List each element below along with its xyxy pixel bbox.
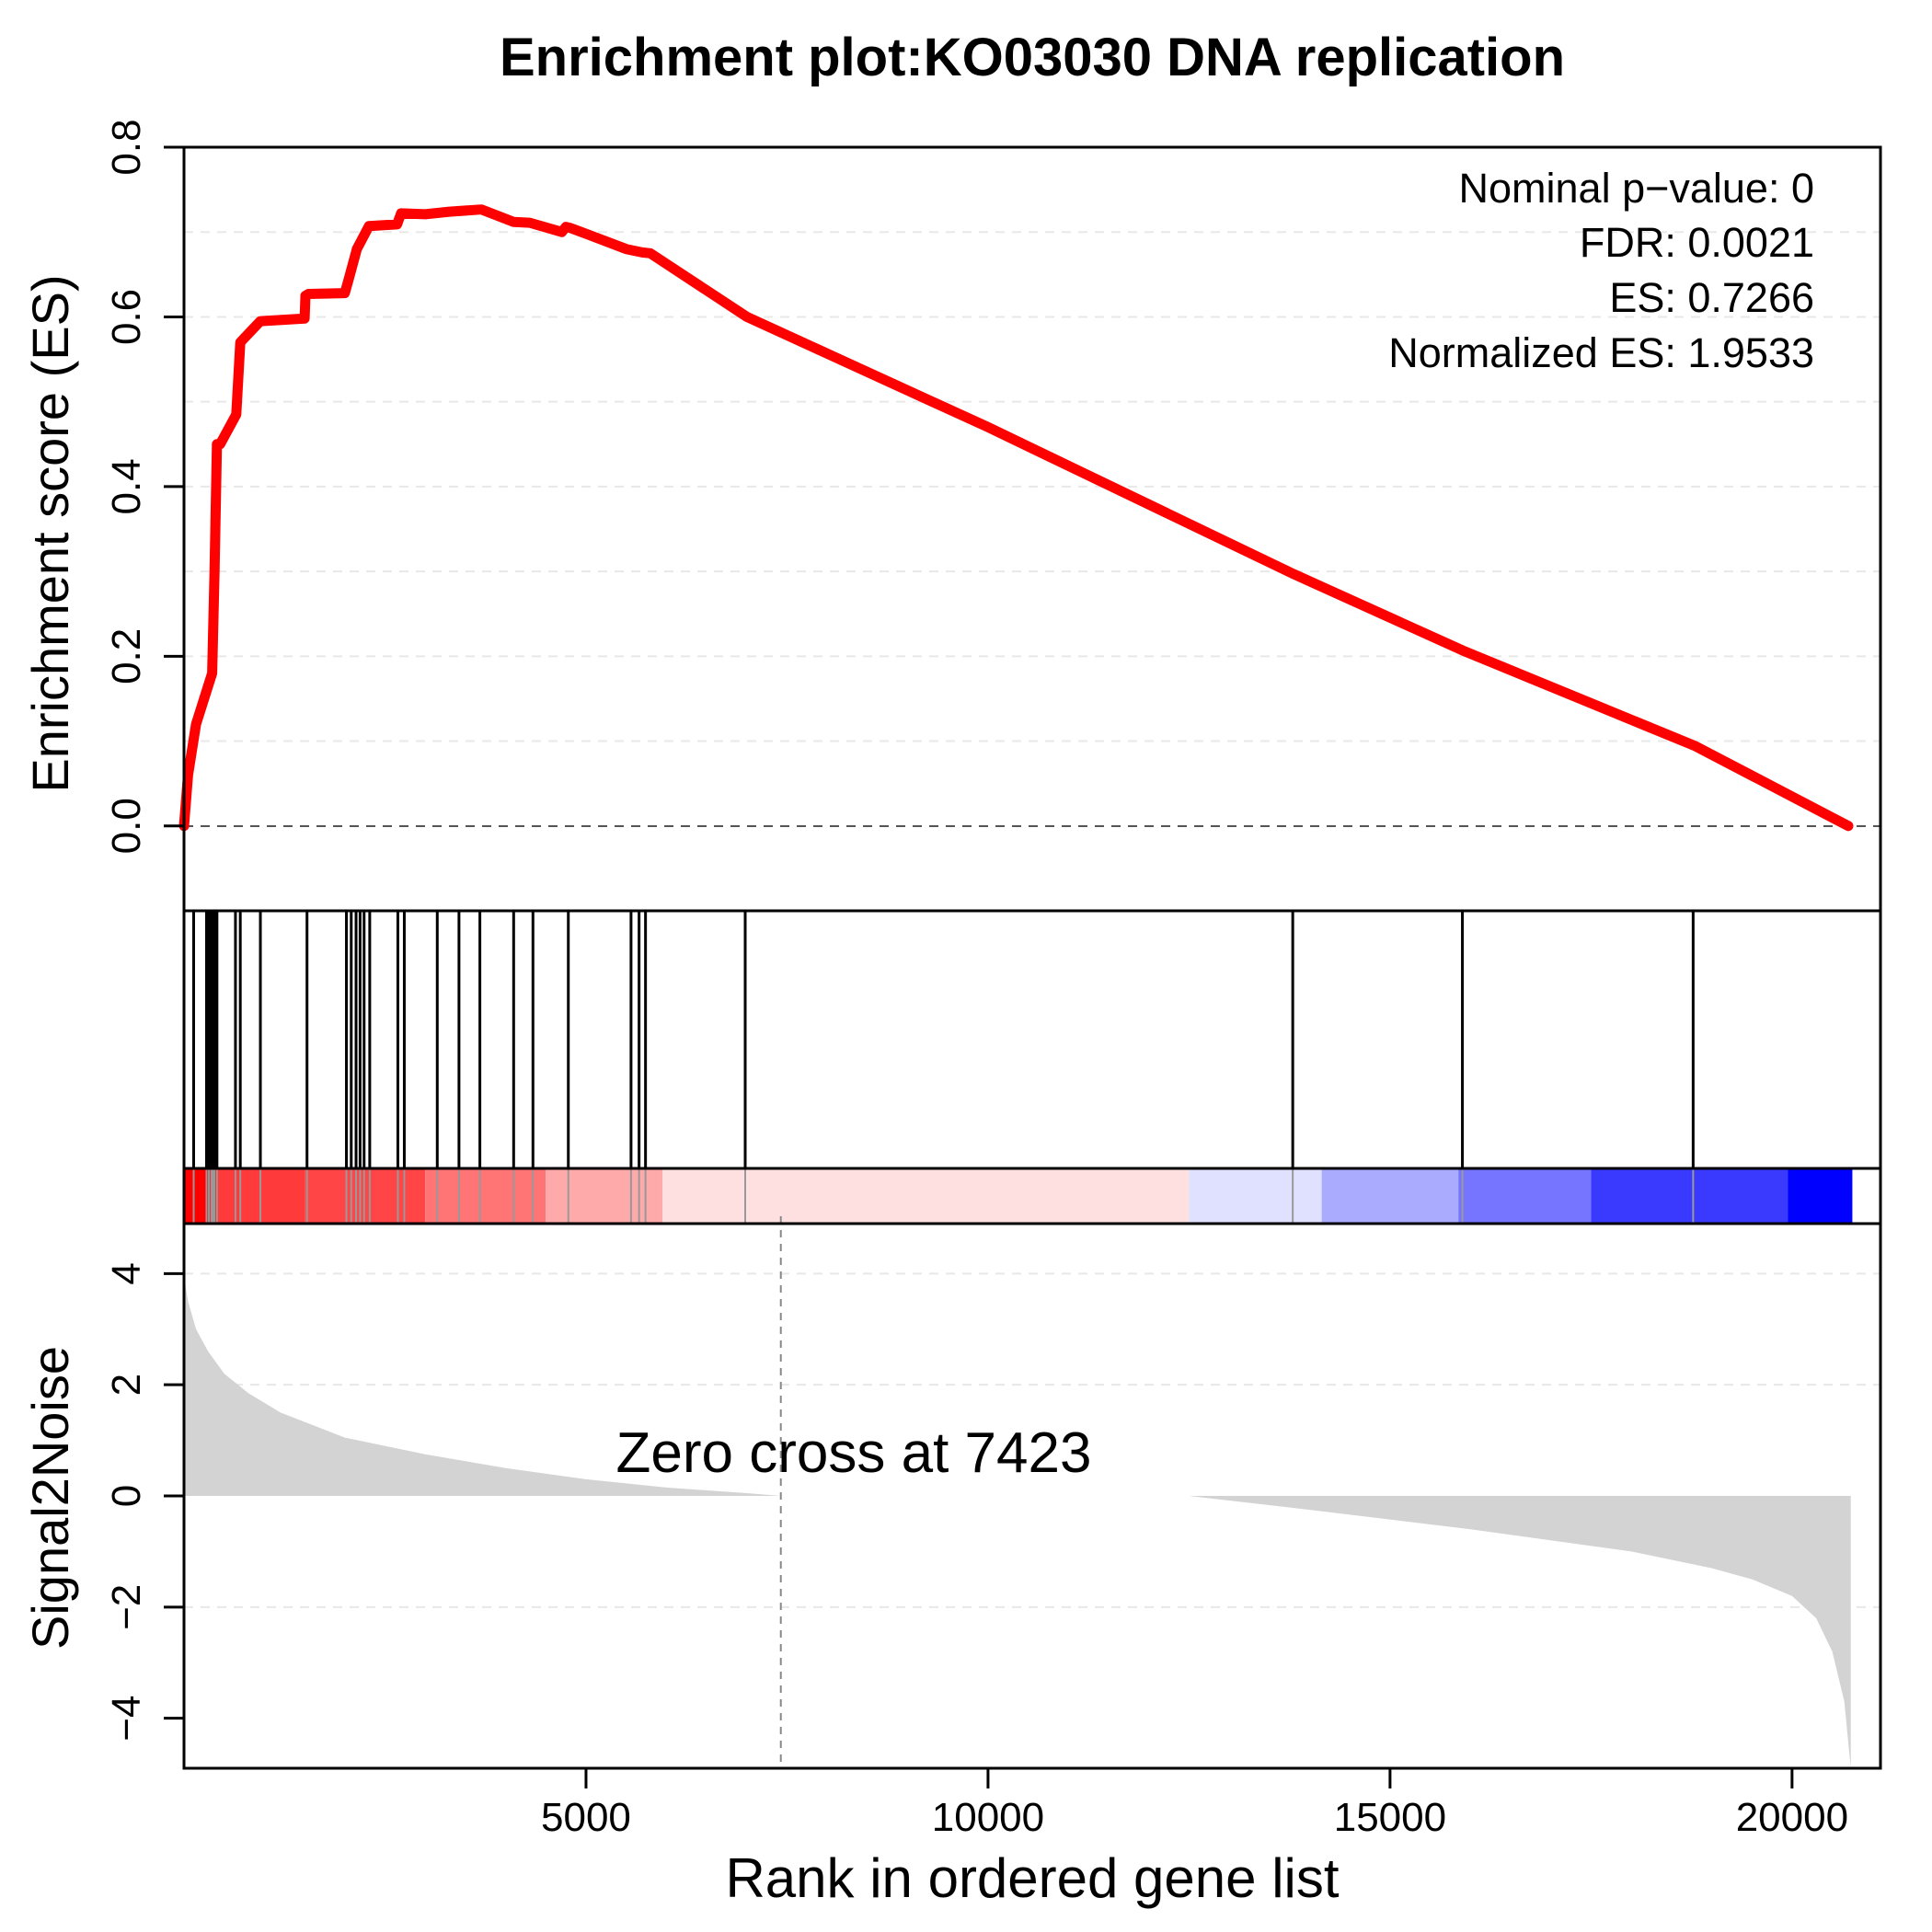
color-bar-segment bbox=[1189, 1168, 1322, 1224]
es-gridlines bbox=[184, 231, 1880, 742]
color-bar-segment bbox=[1321, 1168, 1459, 1224]
metric-panel-frame bbox=[182, 1222, 1882, 1770]
x-tick-label: 15000 bbox=[1334, 1795, 1446, 1840]
es-y-tick-label: 0.6 bbox=[104, 289, 149, 345]
ranked-color-bar bbox=[184, 1168, 1853, 1224]
color-bar-segment bbox=[1591, 1168, 1788, 1224]
metric-y-tick-label: 0 bbox=[104, 1485, 149, 1507]
color-bar-segment bbox=[1788, 1168, 1853, 1224]
metric-y-tick-label: −2 bbox=[104, 1584, 149, 1630]
x-tick-label: 20000 bbox=[1736, 1795, 1848, 1840]
es-y-tick-label: 0.8 bbox=[104, 119, 149, 175]
es-y-axis-label: Enrichment score (ES) bbox=[21, 274, 79, 792]
x-axis: 5000 10000 15000 20000 bbox=[541, 1766, 1848, 1840]
x-tick-label: 10000 bbox=[932, 1795, 1044, 1840]
es-curve bbox=[178, 204, 1854, 832]
metric-y-tick-label: −4 bbox=[104, 1696, 149, 1742]
chart-title: Enrichment plot:KO03030 DNA replication bbox=[500, 28, 1565, 87]
es-y-tick-label: 0.2 bbox=[104, 628, 149, 684]
metric-y-axis-label: Signal2Noise bbox=[21, 1346, 79, 1650]
stat-es: ES: 0.7266 bbox=[1609, 274, 1814, 321]
es-y-tick-label: 0.0 bbox=[104, 798, 149, 854]
metric-y-tick-label: 4 bbox=[104, 1262, 149, 1284]
stat-normalized-es: Normalized ES: 1.9533 bbox=[1388, 329, 1814, 376]
color-bar-segment bbox=[546, 1168, 662, 1224]
color-bar-segment bbox=[425, 1168, 546, 1224]
color-bar-segment bbox=[661, 1168, 1190, 1224]
hit-lines bbox=[191, 911, 1695, 1168]
stats-box: Nominal p−value: 0 FDR: 0.0021 ES: 0.726… bbox=[1388, 165, 1814, 376]
x-tick-label: 5000 bbox=[541, 1795, 631, 1840]
color-bar-segment bbox=[1458, 1168, 1592, 1224]
x-axis-label: Rank in ordered gene list bbox=[725, 1847, 1339, 1909]
zero-cross-label: Zero cross at 7423 bbox=[616, 1421, 1092, 1485]
stat-fdr: FDR: 0.0021 bbox=[1580, 219, 1814, 266]
ranked-metric-area bbox=[184, 1276, 1851, 1768]
metric-gridlines bbox=[184, 1272, 1880, 1608]
metric-y-tick-label: 2 bbox=[104, 1374, 149, 1396]
es-y-tick-label: 0.4 bbox=[104, 458, 149, 514]
stat-nominal-p-value: Nominal p−value: 0 bbox=[1459, 165, 1814, 212]
